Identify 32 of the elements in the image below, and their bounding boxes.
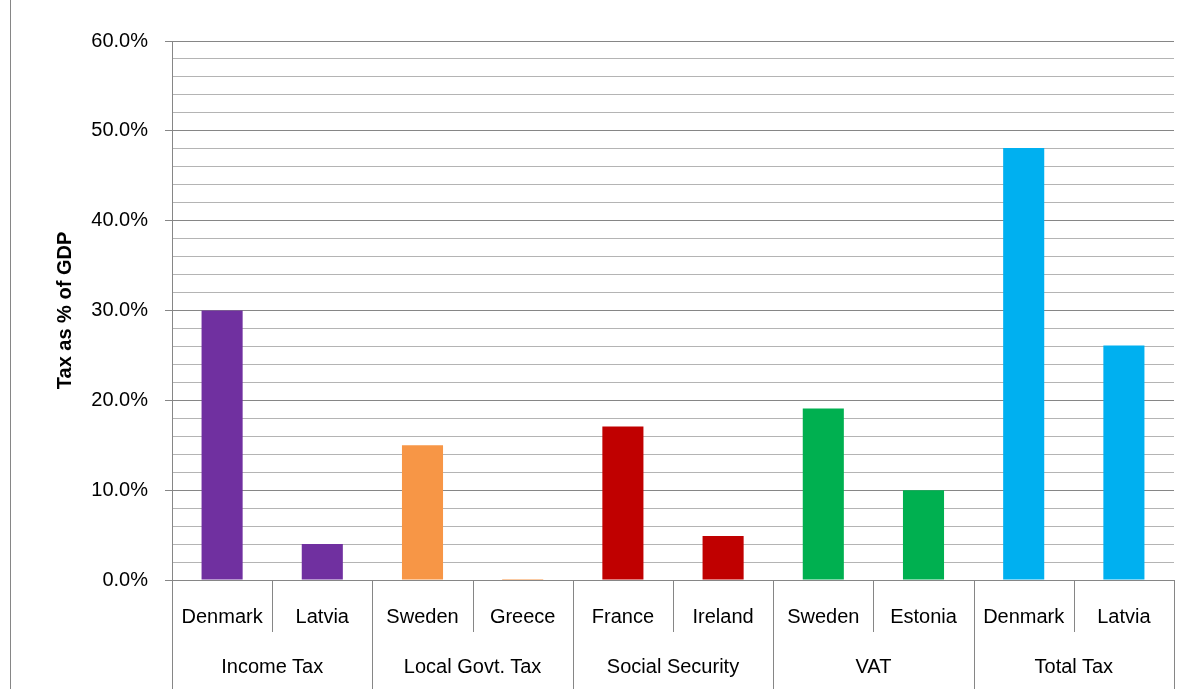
y-tick-label: 10.0% <box>91 477 149 500</box>
x-tick-label: Greece <box>489 604 556 627</box>
y-tick-label: 60.0% <box>91 28 149 51</box>
text: Income Tax <box>221 654 324 677</box>
text: Total Tax <box>1034 654 1114 677</box>
y-tick-label: 0.0% <box>102 567 149 590</box>
y-axis-title: Tax as % of GDP <box>52 231 75 390</box>
bar <box>1103 345 1145 580</box>
x-tick-label: Estonia <box>890 604 958 627</box>
x-tick-label: Sweden <box>386 604 459 627</box>
bar <box>802 408 844 580</box>
x-tick-label: Latvia <box>1097 604 1152 627</box>
bar <box>602 426 644 580</box>
x-tick-label: Sweden <box>787 604 860 627</box>
x-tick-label: Denmark <box>181 604 264 627</box>
y-tick-label: 30.0% <box>91 298 149 321</box>
y-tick-label: 40.0% <box>91 208 149 231</box>
bar <box>201 310 243 580</box>
y-tick-label: 50.0% <box>91 118 149 141</box>
text: Social Security <box>606 654 740 677</box>
bar <box>702 535 744 580</box>
x-tick-label: Denmark <box>983 604 1066 627</box>
bar <box>401 445 444 580</box>
x-tick-label: Latvia <box>295 604 350 627</box>
bar <box>1003 147 1045 580</box>
y-tick-label: 20.0% <box>91 387 149 410</box>
text: VAT <box>855 654 892 677</box>
text: Local Govt. Tax <box>403 654 542 677</box>
x-tick-label: France <box>591 604 655 627</box>
bar <box>301 544 343 580</box>
bar <box>902 490 945 580</box>
x-tick-label: Ireland <box>692 604 754 627</box>
